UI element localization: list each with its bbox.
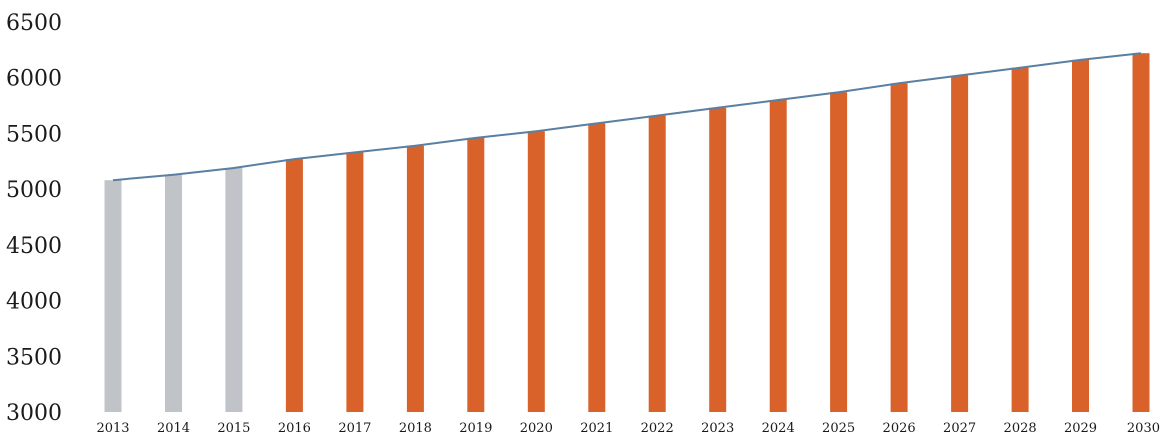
y-tick-label: 6000 (6, 67, 62, 92)
x-tick-label: 2022 (641, 421, 674, 436)
x-tick-label: 2024 (762, 421, 795, 436)
bar-2026 (890, 83, 908, 413)
x-tick-label: 2028 (1004, 421, 1037, 436)
y-axis: 6500 6000 5500 5000 4500 4000 3500 3000 (6, 11, 62, 426)
x-tick-label: 2020 (520, 421, 553, 436)
bar-2013 (104, 180, 122, 412)
bar-2029 (1072, 59, 1089, 413)
x-tick-label: 2023 (701, 421, 734, 436)
x-tick-label: 2018 (399, 421, 432, 436)
x-axis: 2013 2014 2015 2016 2017 2018 2019 2020 2021 2022… (96, 421, 1160, 436)
bar-2017 (346, 152, 364, 412)
x-tick-label: 2027 (943, 421, 976, 436)
x-tick-label: 2013 (96, 421, 129, 436)
y-tick-label: 4500 (6, 234, 62, 259)
x-tick-label: 2015 (217, 421, 250, 436)
bar-2020 (527, 131, 545, 412)
x-tick-label: 2014 (157, 421, 190, 436)
y-tick-label: 3500 (6, 345, 62, 370)
bar-2015 (225, 168, 243, 412)
x-tick-label: 2029 (1064, 421, 1097, 436)
bar-2025 (830, 92, 848, 412)
bar-2027 (951, 75, 969, 412)
y-tick-label: 5500 (6, 122, 62, 147)
y-tick-label: 3000 (6, 401, 62, 426)
y-tick-label: 6500 (6, 11, 62, 36)
bar-2021 (588, 123, 606, 413)
x-tick-label: 2026 (883, 421, 916, 436)
bar-2019 (467, 137, 485, 412)
trend-line (112, 52, 1142, 182)
x-tick-label: 2021 (580, 421, 613, 436)
x-tick-label: 2019 (459, 421, 492, 436)
bar-2030 (1132, 53, 1150, 412)
x-tick-label: 2016 (278, 421, 311, 436)
x-tick-label: 2025 (822, 421, 855, 436)
y-tick-label: 5000 (6, 178, 62, 203)
x-tick-label: 2017 (338, 421, 371, 436)
bar-2028 (1011, 67, 1029, 412)
bar-2022 (648, 115, 666, 412)
bars (104, 53, 1150, 413)
trend-line-group (112, 52, 1142, 182)
y-tick-label: 4000 (6, 290, 62, 315)
bar-2024 (769, 100, 787, 412)
bar-2018 (406, 145, 424, 412)
x-tick-label: 2030 (1127, 421, 1160, 436)
bar-2023 (709, 107, 727, 413)
bar-2016 (285, 159, 303, 412)
bar-2014 (165, 174, 182, 412)
